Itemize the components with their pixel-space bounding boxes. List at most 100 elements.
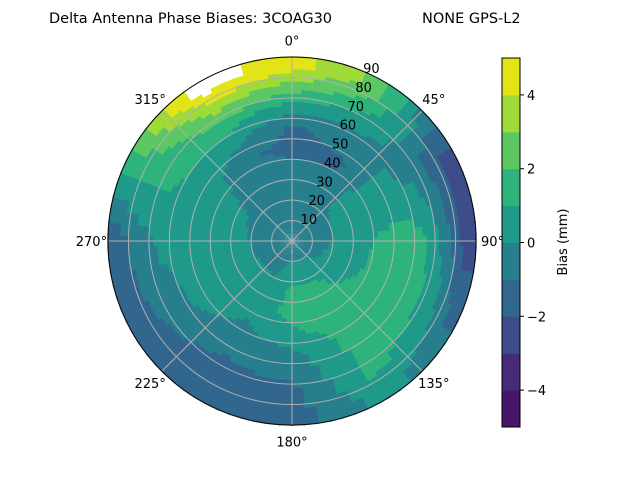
contour-cell [345,86,360,96]
contour-cell [245,279,253,286]
contour-cell [286,162,293,168]
contour-cell [187,139,199,152]
contour-cell [338,131,349,141]
contour-cell [172,151,183,164]
contour-cell [143,310,155,324]
contour-cell [138,202,146,216]
contour-cell [277,230,283,235]
contour-cell [172,202,180,213]
contour-cell [248,386,262,394]
contour-cell [127,175,137,191]
contour-cell [352,97,367,108]
contour-cell [291,150,299,156]
contour-cell [201,91,216,103]
contour-cell [283,293,289,299]
contour-cell [135,139,147,154]
contour-cell [166,119,180,133]
contour-cell [223,363,237,373]
contour-cell [278,248,283,253]
contour-cell [423,148,435,162]
contour-cell [252,416,268,425]
contour-cell [247,118,259,126]
contour-cell [454,294,465,310]
contour-cell [197,203,205,213]
contour-cell [165,180,175,193]
contour-cell [291,371,303,377]
contour-cell [326,359,338,368]
contour-cell [297,260,301,266]
contour-cell [352,404,369,416]
contour-cell [291,113,302,119]
contour-cell [182,349,196,362]
contour-cell [281,305,288,312]
contour-cell [423,134,436,148]
contour-cell [318,366,331,374]
contour-cell [279,236,285,239]
contour-cell [232,142,243,152]
contour-cell [184,244,191,253]
contour-cell [283,216,287,222]
contour-cell [194,133,206,145]
contour-cell [132,151,144,167]
contour-cell [164,271,172,283]
contour-cell [172,244,179,255]
contour-cell [315,412,331,421]
contour-cell [219,120,232,131]
contour-cell [185,123,198,136]
contour-cell [327,136,338,145]
contour-cell [371,108,385,120]
contour-cell [378,133,390,145]
radial-tick-label: 40 [324,156,341,171]
radial-tick-label: 20 [308,194,325,209]
contour-cell [412,168,422,181]
contour-cell [204,340,216,352]
contour-cell [149,348,162,363]
contour-cell [121,198,130,213]
contour-cell [285,248,289,253]
contour-cell [280,84,293,91]
contour-cell [406,369,422,384]
contour-cell [246,247,253,253]
contour-cell [195,285,204,296]
contour-cell [433,340,446,356]
contour-cell [431,169,441,184]
contour-cell [293,233,297,238]
contour-cell [177,97,192,111]
contour-cell [405,244,412,255]
contour-cell [422,226,428,238]
polar-frame [107,56,477,426]
contour-cell [215,113,228,124]
contour-cell [275,235,281,239]
contour-cell [316,235,322,239]
contour-cell [278,416,293,422]
contour-cell [286,244,290,249]
contour-cell [447,147,459,163]
contour-cell [341,375,355,385]
contour-cell [382,110,396,123]
contour-cell [324,234,330,238]
contour-cell [406,336,419,349]
contour-cell [336,338,347,347]
contour-cell [266,236,272,239]
contour-cell [397,328,410,341]
contour-cell [413,313,425,327]
contour-cell [294,248,297,254]
contour-cell [179,204,188,215]
contour-cell [349,105,363,115]
contour-cell [174,358,188,371]
contour-cell [336,78,351,88]
contour-cell [213,243,219,250]
contour-cell [226,247,232,253]
contour-cell [325,397,340,406]
contour-cell [294,224,297,230]
contour-cell [315,61,331,70]
contour-cell [191,340,204,352]
contour-cell [226,382,240,392]
contour-cell [250,378,263,386]
contour-cell [290,232,292,238]
contour-cell [175,128,188,141]
contour-cell [385,139,397,152]
colorbar-band [502,168,520,207]
contour-cell [332,382,347,392]
contour-cell [291,326,299,332]
